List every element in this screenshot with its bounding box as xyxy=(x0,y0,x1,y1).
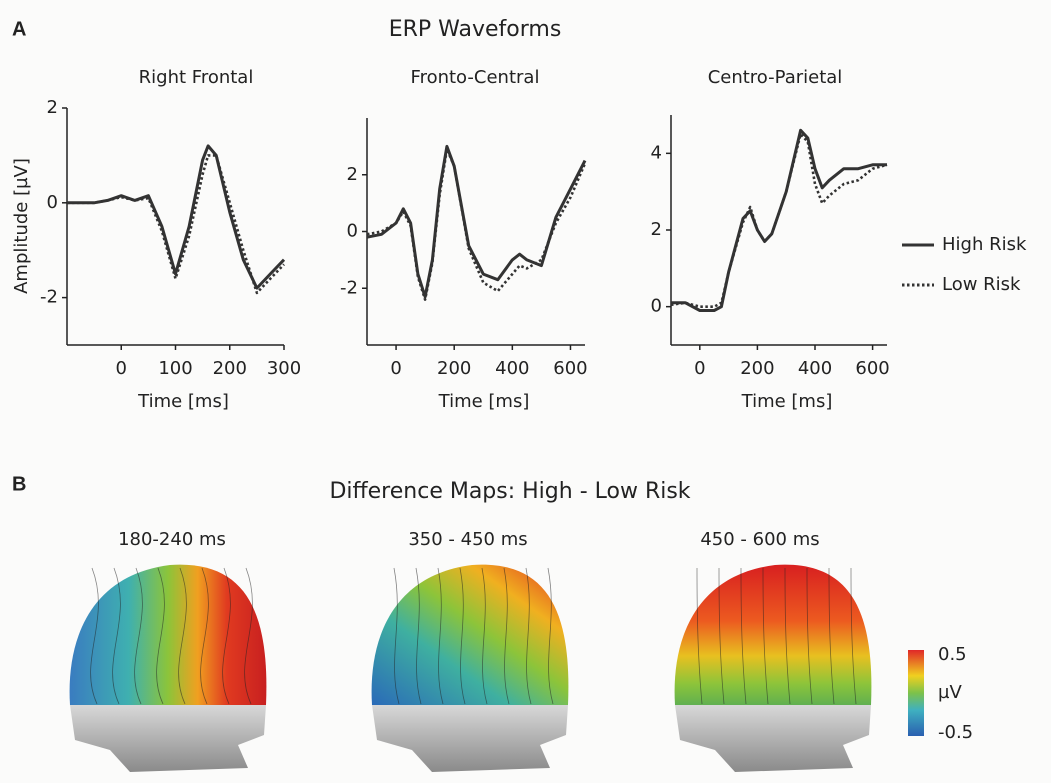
legend-label: High Risk xyxy=(942,234,1027,255)
chart-title: Centro-Parietal xyxy=(708,67,843,88)
series-line xyxy=(366,147,587,301)
map-label: 180-240 ms xyxy=(118,529,226,550)
contour xyxy=(244,567,253,705)
contour xyxy=(696,567,703,705)
colorbar-tick-label: 0.5 xyxy=(938,644,967,665)
chart-title: Fronto-Central xyxy=(411,67,540,88)
colorbar-tick-label: -0.5 xyxy=(938,722,973,743)
scalp xyxy=(674,564,872,705)
y-tick-label: 2 xyxy=(347,164,358,185)
chart-title: Right Frontal xyxy=(139,67,254,88)
y-tick-label: 2 xyxy=(47,97,58,118)
map-label: 450 - 600 ms xyxy=(700,529,819,550)
y-axis-label: Amplitude [µV] xyxy=(11,158,32,294)
colorbar xyxy=(908,650,924,736)
contour xyxy=(547,567,554,705)
contour xyxy=(503,567,510,705)
x-axis-label: Time [ms] xyxy=(741,391,833,412)
head-maps xyxy=(69,564,872,772)
series-line xyxy=(670,132,888,308)
panel-title: Difference Maps: High - Low Risk xyxy=(329,479,690,504)
contour xyxy=(90,567,99,705)
panel-label: A xyxy=(12,18,26,40)
series-line xyxy=(67,154,285,295)
x-tick-label: 200 xyxy=(437,358,471,379)
head xyxy=(371,564,569,772)
contour xyxy=(112,567,121,705)
legend-label: Low Risk xyxy=(942,274,1021,295)
y-tick-label: 4 xyxy=(651,142,662,163)
y-tick-label: 0 xyxy=(651,296,662,317)
x-axis-label: Time [ms] xyxy=(137,391,229,412)
contour xyxy=(718,567,725,705)
contour xyxy=(415,567,422,705)
contour xyxy=(459,567,466,705)
x-tick-label: 400 xyxy=(798,358,832,379)
x-tick-label: 0 xyxy=(694,358,705,379)
x-tick-label: 0 xyxy=(390,358,401,379)
contour xyxy=(178,567,187,705)
y-tick-label: 0 xyxy=(47,192,58,213)
map-label: 350 - 450 ms xyxy=(408,529,527,550)
series-line xyxy=(671,128,887,312)
contour xyxy=(437,567,444,705)
contour xyxy=(134,567,143,705)
x-tick-label: 0 xyxy=(116,358,127,379)
contour xyxy=(156,567,165,705)
contour xyxy=(740,567,747,705)
x-tick-label: 600 xyxy=(855,358,889,379)
head xyxy=(674,564,872,772)
face xyxy=(372,705,568,772)
contour xyxy=(762,567,769,705)
panel-title: ERP Waveforms xyxy=(389,17,562,42)
series-line xyxy=(67,144,286,290)
contour xyxy=(828,567,835,705)
contour xyxy=(850,567,857,705)
y-tick-label: -2 xyxy=(340,277,358,298)
contour xyxy=(200,567,209,705)
face xyxy=(675,705,871,772)
head xyxy=(69,564,267,772)
y-tick-label: -2 xyxy=(40,287,58,308)
x-tick-label: 600 xyxy=(553,358,587,379)
contour xyxy=(222,567,231,705)
scalp xyxy=(371,564,569,705)
scalp xyxy=(69,564,267,705)
contour xyxy=(393,567,400,705)
contour xyxy=(784,567,791,705)
y-tick-label: 2 xyxy=(651,219,662,240)
x-tick-label: 300 xyxy=(267,358,301,379)
x-axis-label: Time [ms] xyxy=(438,391,530,412)
x-tick-label: 400 xyxy=(495,358,529,379)
series-line xyxy=(366,144,587,299)
x-tick-label: 200 xyxy=(740,358,774,379)
contour xyxy=(525,567,532,705)
y-tick-label: 0 xyxy=(347,221,358,242)
x-tick-label: 100 xyxy=(158,358,192,379)
contour xyxy=(481,567,488,705)
face xyxy=(70,705,266,772)
x-tick-label: 200 xyxy=(213,358,247,379)
contour xyxy=(806,567,813,705)
panel-label: B xyxy=(12,473,26,495)
colorbar-unit: µV xyxy=(938,682,962,703)
